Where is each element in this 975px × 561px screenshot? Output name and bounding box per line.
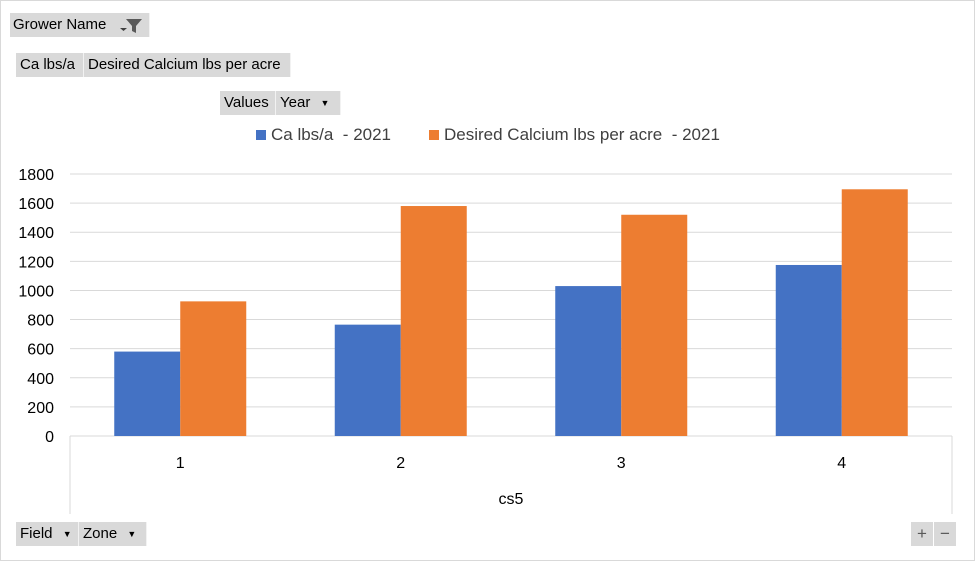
value-field-desired-calcium-button[interactable]: Desired Calcium lbs per acre — [84, 53, 291, 77]
legend-label-ca: Ca lbs/a - 2021 — [271, 125, 392, 144]
value-field-desired-calcium-label: Desired Calcium lbs per acre — [88, 56, 281, 73]
y-tick-label: 200 — [27, 400, 54, 417]
chevron-down-icon: ▼ — [127, 529, 137, 540]
year-filter-button[interactable]: Year ▼ — [276, 91, 341, 115]
y-tick-label: 1400 — [18, 225, 54, 242]
bar-ca-3 — [555, 286, 622, 436]
y-tick-label: 0 — [45, 429, 54, 446]
x-tick-label: 2 — [396, 455, 405, 472]
zone-label: Zone — [83, 525, 118, 542]
legend-item-ca: Ca lbs/a - 2021 — [256, 124, 391, 146]
collapse-button[interactable]: − — [934, 522, 956, 546]
field-filter-button[interactable]: Field ▼ — [16, 522, 79, 546]
value-field-ca-label: Ca lbs/a — [20, 56, 76, 73]
expand-button[interactable]: + — [911, 522, 933, 546]
x-axis-label: cs5 — [499, 491, 524, 508]
plus-icon: + — [917, 524, 927, 543]
bar-desired-calcium-1 — [180, 301, 247, 436]
zone-filter-button[interactable]: Zone ▼ — [79, 522, 147, 546]
bar-ca-4 — [775, 264, 842, 436]
bar-ca-1 — [114, 351, 181, 436]
chevron-down-icon: ▼ — [320, 98, 330, 109]
year-label: Year — [280, 94, 311, 111]
value-field-ca-button[interactable]: Ca lbs/a — [16, 53, 84, 77]
legend-label-desired-calcium: Desired Calcium lbs per acre - 2021 — [444, 125, 720, 144]
x-tick-label: 3 — [617, 455, 626, 472]
bar-ca-2 — [334, 324, 401, 436]
y-tick-label: 400 — [27, 371, 54, 388]
legend-swatch-ca — [256, 130, 266, 140]
chevron-down-icon: ▼ — [62, 529, 72, 540]
values-label: Values — [224, 94, 269, 111]
values-field-button[interactable]: Values — [220, 91, 276, 115]
bar-desired-calcium-3 — [621, 214, 688, 436]
y-tick-label: 1600 — [18, 196, 54, 213]
minus-icon: − — [940, 524, 950, 543]
grower-name-filter-button[interactable]: Grower Name — [10, 13, 150, 37]
x-tick-label: 1 — [176, 455, 185, 472]
grower-name-label: Grower Name — [13, 16, 107, 33]
y-tick-label: 1000 — [18, 283, 54, 300]
x-tick-label: 4 — [837, 455, 846, 472]
bar-desired-calcium-4 — [841, 189, 908, 436]
y-tick-label: 600 — [27, 342, 54, 359]
field-label: Field — [20, 525, 53, 542]
y-tick-label: 1200 — [18, 254, 54, 271]
legend-item-desired-calcium: Desired Calcium lbs per acre - 2021 — [429, 124, 720, 146]
legend-swatch-desired-calcium — [429, 130, 439, 140]
filter-funnel-icon — [117, 17, 143, 43]
y-tick-label: 800 — [27, 313, 54, 330]
y-tick-label: 1800 — [18, 167, 54, 184]
bar-desired-calcium-2 — [400, 206, 467, 436]
